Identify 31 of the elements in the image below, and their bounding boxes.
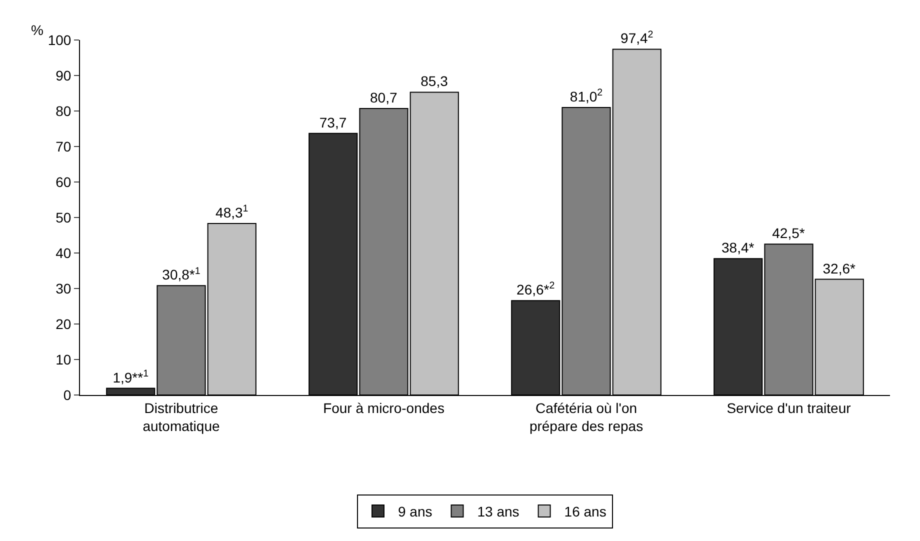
data-label: 1,9**$^{1}$ <box>112 368 149 386</box>
data-label: 85,3 <box>420 73 448 90</box>
data-label: 81,0$^{2}$ <box>570 88 603 104</box>
y-tick-label: 90 <box>56 67 72 84</box>
y-tick-label: 70 <box>56 138 72 154</box>
y-tick-label: 60 <box>56 174 72 190</box>
y-tick-label: 10 <box>56 351 72 368</box>
x-tick-label: Four à micro-ondes <box>323 400 444 416</box>
y-tick-label: 50 <box>56 209 72 226</box>
data-label: 26,6*$^{2}$ <box>516 280 555 298</box>
data-label: 73,7 <box>319 114 347 130</box>
x-tick-label: Cafétéria où l'on prépare des repas <box>529 400 644 434</box>
y-tick-label: 20 <box>56 316 72 332</box>
x-tick-label: Distributrice automatique <box>142 400 220 434</box>
legend-label: 16 ans <box>564 503 606 520</box>
data-label: 42,5* <box>772 225 806 242</box>
y-tick-label: 80 <box>56 102 72 119</box>
y-tick-label: 0 <box>63 386 72 403</box>
legend-label: 9 ans <box>398 503 432 520</box>
data-label: 32,6* <box>822 260 856 276</box>
y-axis-title: % <box>31 22 44 38</box>
data-label: 97,4$^{2}$ <box>620 29 654 46</box>
legend-label: 13 ans <box>477 503 520 520</box>
data-label: 38,4* <box>722 240 755 256</box>
y-tick-label: 30 <box>56 280 72 296</box>
data-label: 48,3$^{1}$ <box>216 204 248 221</box>
x-tick-label: Service d'un traiteur <box>726 400 852 416</box>
data-label: 30,8*$^{1}$ <box>162 266 200 283</box>
y-tick-label: 100 <box>48 32 72 48</box>
data-label: 80,7 <box>370 90 398 106</box>
y-tick-label: 40 <box>56 244 72 261</box>
